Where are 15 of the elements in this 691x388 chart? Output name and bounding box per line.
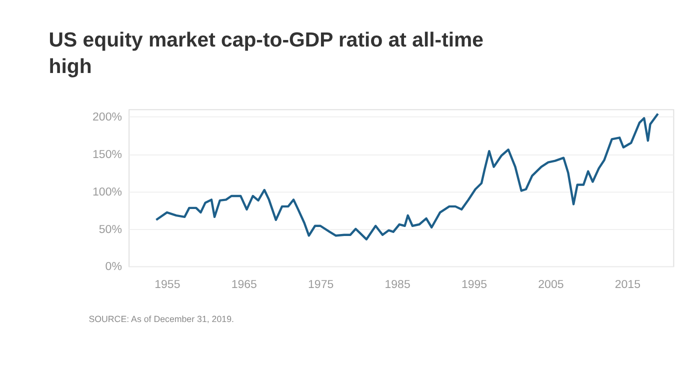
x-tick-label: 1985 [384,278,410,291]
chart-title: US equity market cap-to-GDP ratio at all-time high [48,29,484,78]
x-tick-label: 2015 [614,278,640,291]
y-tick-label: 200% [92,112,122,124]
x-tick-label: 1975 [308,278,334,291]
y-tick-label: 100% [92,186,122,198]
source-note: SOURCE: As of December 31, 2019. [88,314,234,324]
x-tick-label: 1955 [154,278,180,291]
y-tick-label: 150% [92,149,122,162]
line-series [155,112,660,240]
y-tick-label: 50% [98,224,122,236]
x-tick-label: 2005 [538,278,564,291]
x-tick-label: 1965 [231,278,257,291]
y-tick-label: 0% [105,261,122,274]
x-tick-label: 1995 [461,278,488,291]
